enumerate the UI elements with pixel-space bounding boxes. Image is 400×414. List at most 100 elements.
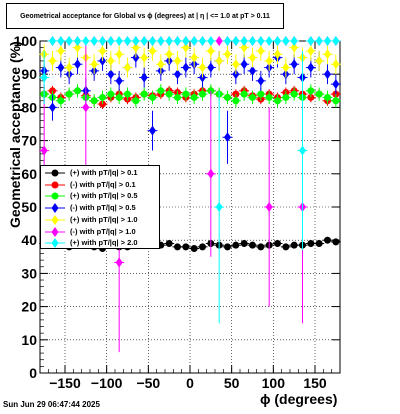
- data-point: [207, 62, 215, 73]
- data-point: [107, 55, 115, 66]
- x-axis-label: ϕ (degrees): [260, 391, 338, 407]
- data-point: [307, 45, 315, 56]
- y-tick-label: 100: [14, 33, 38, 49]
- y-tick-label: 80: [21, 99, 37, 115]
- data-point: [257, 243, 265, 251]
- data-point: [174, 69, 181, 80]
- data-point: [315, 55, 323, 66]
- data-point: [74, 87, 81, 95]
- data-point: [307, 62, 315, 73]
- data-point: [282, 243, 290, 251]
- data-point: [207, 36, 215, 46]
- data-point: [49, 36, 56, 46]
- legend-marker: [45, 169, 65, 177]
- data-point: [299, 145, 306, 156]
- data-point: [199, 243, 206, 251]
- x-tick-label: −100: [91, 375, 123, 391]
- data-point: [249, 241, 256, 249]
- data-point: [90, 36, 98, 46]
- data-point: [265, 93, 273, 101]
- data-point: [107, 90, 115, 98]
- data-point: [249, 93, 256, 101]
- data-point: [149, 93, 156, 101]
- data-point: [107, 69, 115, 80]
- data-point: [165, 36, 173, 46]
- data-point: [215, 55, 223, 66]
- data-point: [190, 52, 198, 63]
- data-point: [107, 36, 115, 46]
- data-point: [165, 240, 173, 248]
- data-point: [224, 243, 231, 251]
- data-point: [257, 36, 265, 46]
- data-point: [240, 59, 248, 70]
- data-point: [90, 97, 98, 105]
- data-point: [274, 97, 281, 105]
- legend-marker: [45, 226, 65, 237]
- chart-legend: (+) with pT/|q| > 0.1 (-) with pT/|q| > 0…: [40, 165, 160, 249]
- data-point: [190, 93, 198, 101]
- data-point: [265, 36, 273, 46]
- data-point: [157, 36, 165, 46]
- data-point: [124, 90, 131, 98]
- data-point: [190, 245, 198, 252]
- data-point: [224, 93, 231, 101]
- data-point: [290, 36, 298, 46]
- data-point: [332, 59, 340, 70]
- data-point: [140, 52, 148, 63]
- legend-entry: (-) with pT/|q| > 1.0: [41, 226, 159, 238]
- x-tick-label: 0: [186, 375, 194, 391]
- chart-title-text: Geometrical acceptance for Global vs ϕ (…: [20, 12, 270, 20]
- data-point: [165, 90, 173, 98]
- data-point: [140, 36, 148, 46]
- data-point: [315, 90, 323, 98]
- data-point: [332, 238, 340, 246]
- data-point: [257, 45, 265, 56]
- data-point: [274, 36, 281, 46]
- data-point: [249, 36, 256, 46]
- data-point: [232, 59, 240, 70]
- data-point: [232, 241, 240, 249]
- x-tick-label: 50: [224, 375, 240, 391]
- data-point: [324, 236, 331, 244]
- data-point: [57, 36, 65, 46]
- legend-label: (+) with pT/|q| > 1.0: [70, 214, 138, 224]
- data-point: [257, 90, 265, 98]
- data-point: [240, 240, 248, 248]
- timestamp: Sun Jun 29 06:47:44 2025: [3, 400, 100, 409]
- data-point: [199, 62, 206, 73]
- data-point: [199, 36, 206, 46]
- data-point: [149, 45, 156, 56]
- y-tick-label: 40: [21, 232, 37, 248]
- data-point: [157, 59, 165, 70]
- legend-marker: [45, 214, 65, 225]
- data-point: [324, 36, 331, 46]
- data-point: [332, 97, 340, 105]
- data-point: [290, 90, 298, 98]
- data-point: [115, 36, 123, 46]
- data-point: [182, 90, 190, 98]
- legend-entry: (+) with pT/|q| > 2.0: [41, 237, 159, 249]
- data-point: [124, 36, 131, 46]
- data-point: [240, 42, 248, 53]
- legend-marker: [45, 203, 65, 214]
- data-point: [124, 62, 131, 73]
- y-tick-label: 30: [21, 265, 37, 281]
- data-point: [99, 45, 106, 56]
- legend-entry: (-) with pT/|q| > 0.5: [41, 202, 159, 214]
- legend-marker: [45, 192, 65, 200]
- data-point: [74, 42, 81, 53]
- data-point: [149, 125, 156, 136]
- y-tick-label: 50: [21, 199, 37, 215]
- data-point: [165, 49, 173, 60]
- legend-label: (-) with pT/|q| > 0.5: [70, 203, 136, 213]
- data-point: [115, 257, 123, 268]
- data-point: [307, 36, 315, 46]
- legend-label: (-) with pT/|q| > 0.1: [70, 179, 136, 189]
- x-tick-label: −50: [136, 375, 160, 391]
- data-point: [99, 93, 106, 101]
- data-point: [132, 42, 140, 53]
- data-point: [82, 102, 90, 113]
- data-point: [132, 36, 140, 46]
- data-point: [115, 49, 123, 60]
- y-tick-label: 90: [21, 66, 37, 82]
